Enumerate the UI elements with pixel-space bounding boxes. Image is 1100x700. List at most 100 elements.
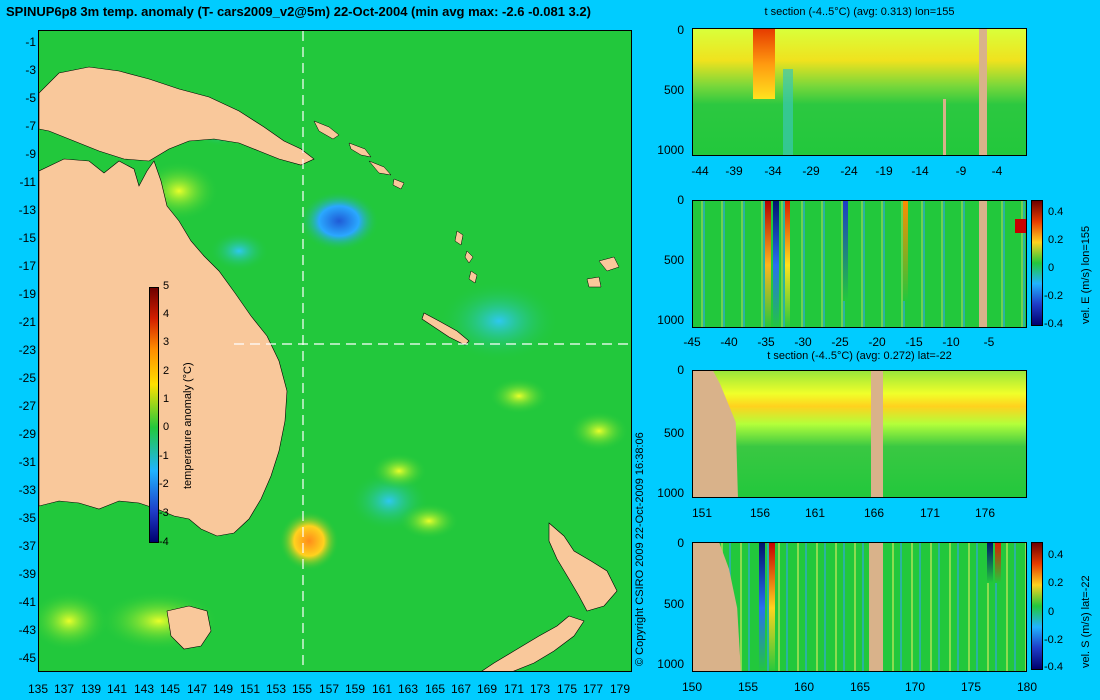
map-y-tick: -23 [18, 343, 36, 357]
panel-3-y-tick: 500 [663, 426, 684, 440]
panel-2-x-tick: -5 [983, 335, 995, 349]
map-svg [39, 31, 631, 671]
map-y-tick: -9 [25, 147, 36, 161]
panel-4-colorbar-tick: -0.4 [1044, 661, 1063, 673]
map-x-tick: 177 [582, 682, 604, 696]
panel-3-y-tick: 0 [677, 363, 684, 377]
new-guinea-landmass [39, 66, 315, 166]
panel-4-colorbar-tick: 0.4 [1048, 549, 1064, 561]
map-y-tick: -1 [25, 35, 36, 49]
map-y-tick: -17 [18, 259, 36, 273]
panel-2-land-mask [979, 201, 987, 327]
panel-2-x-tick: -25 [831, 335, 849, 349]
map-y-tick: -25 [18, 371, 36, 385]
panel-3-x-tick: 151 [691, 506, 713, 520]
map-y-tick: -37 [18, 539, 36, 553]
panel-2-jet-red [765, 201, 771, 327]
warm-anomaly-patch [399, 503, 459, 539]
warm-anomaly-patch [39, 591, 109, 651]
panel-4-vel-s-section[interactable] [692, 542, 1027, 672]
panel-2-x-tick: -15 [905, 335, 923, 349]
panel-2-y-tick: 1000 [657, 313, 684, 327]
panel-3-t-section-lat-22[interactable] [692, 370, 1027, 498]
panel-1-x-tick: -19 [875, 164, 893, 178]
new-caledonia-landmass [421, 312, 470, 346]
map-y-tick: -13 [18, 203, 36, 217]
panel-4-colorbar-tick: 0 [1048, 606, 1055, 618]
cool-anomaly-patch [299, 191, 379, 251]
panel-3-x-tick: 156 [749, 506, 771, 520]
panel-2-surface-jet [1015, 219, 1026, 233]
map-y-tick: -3 [25, 63, 36, 77]
panel-4-y-tick: 500 [663, 597, 684, 611]
panel-1-x-tick: -24 [840, 164, 858, 178]
panel-2-colorbar-tick: 0.2 [1048, 234, 1064, 246]
colorbar-tick: -2 [159, 478, 169, 490]
panel-2-colorbar-label: vel. E (m/s) lon=155 [1080, 225, 1092, 324]
panel-1-x-tick: -9 [955, 164, 967, 178]
panel-4-colorbar-tick: 0.2 [1048, 577, 1064, 589]
colorbar-tick: -3 [159, 507, 169, 519]
map-y-tick: -15 [18, 231, 36, 245]
map-x-tick: 141 [106, 682, 128, 696]
new-zealand-south-island [481, 615, 585, 671]
main-title: SPINUP6p8 3m temp. anomaly (T- cars2009_… [6, 4, 591, 19]
panel-2-jet-red [903, 201, 908, 301]
map-x-tick: 155 [291, 682, 313, 696]
panel-2-x-tick: -40 [720, 335, 738, 349]
panel-1-cool-streak [783, 69, 793, 155]
map-colorbar [149, 287, 159, 543]
map-y-axis: -1 -3 -5 -7 -9 -11 -13 -15 -17 -19 -21 -… [0, 30, 38, 672]
temperature-anomaly-map[interactable]: 5 4 3 2 1 0 -1 -2 -3 -4 temperature anom… [38, 30, 632, 672]
map-y-tick: -7 [25, 119, 36, 133]
panel-4-colorbar-label: vel. S (m/s) lat=-22 [1080, 575, 1092, 668]
map-y-tick: -21 [18, 315, 36, 329]
panel-4-x-tick: 175 [960, 680, 982, 694]
map-x-tick: 161 [371, 682, 393, 696]
panel-4-x-tick: 155 [737, 680, 759, 694]
map-x-tick: 171 [503, 682, 525, 696]
panel-4-jet-red [769, 543, 775, 671]
panel-3-y-tick: 1000 [657, 486, 684, 500]
map-x-tick: 163 [397, 682, 419, 696]
map-x-tick: 157 [318, 682, 340, 696]
panel-3-land-mask [693, 371, 738, 497]
panel-2-x-tick: -10 [942, 335, 960, 349]
cool-anomaly-patch [439, 281, 559, 361]
colorbar-tick: -1 [159, 450, 169, 462]
map-x-tick: 137 [53, 682, 75, 696]
map-y-tick: -27 [18, 399, 36, 413]
panel-2-colorbar-tick: 0 [1048, 262, 1055, 274]
copyright-text: © Copyright CSIRO 2009 22-Oct-2009 16:38… [634, 432, 646, 666]
colorbar-tick: 5 [163, 280, 170, 292]
panel-3-x-tick: 166 [863, 506, 885, 520]
panel-2-x-tick: -35 [757, 335, 775, 349]
map-x-tick: 135 [27, 682, 49, 696]
solomon-islands [313, 120, 405, 190]
panel-2-y-tick: 500 [663, 253, 684, 267]
panel-1-x-tick: -39 [725, 164, 743, 178]
panel-4-x-tick: 170 [904, 680, 926, 694]
new-zealand-north-island [548, 522, 618, 612]
panel-3-land-mask [871, 371, 883, 497]
warm-anomaly-patch [489, 378, 549, 414]
panel-1-t-section-lon155[interactable] [692, 28, 1027, 156]
map-x-tick: 139 [80, 682, 102, 696]
panel-2-jet-red [785, 201, 790, 327]
map-x-tick: 151 [239, 682, 261, 696]
panel-2-colorbar-tick: 0.4 [1048, 206, 1064, 218]
panel-2-colorbar-tick: -0.2 [1044, 290, 1063, 302]
panel-4-land-mask [869, 543, 883, 671]
panel-1-title: t section (-4..5°C) (avg: 0.313) lon=155 [764, 6, 955, 18]
colorbar-tick: -4 [159, 536, 169, 548]
panel-2-vel-e-section[interactable] [692, 200, 1027, 328]
panel-4-x-tick: 160 [793, 680, 815, 694]
panel-1-y-tick: 0 [677, 23, 684, 37]
panel-2-jet-blue [773, 201, 779, 327]
panel-2-jet-blue [843, 201, 848, 301]
panel-2-colorbar [1031, 200, 1043, 326]
map-x-tick: 159 [344, 682, 366, 696]
panel-1-y-tick: 1000 [657, 143, 684, 157]
cool-anomaly-patch [209, 231, 269, 271]
panel-4-y-tick: 0 [677, 536, 684, 550]
